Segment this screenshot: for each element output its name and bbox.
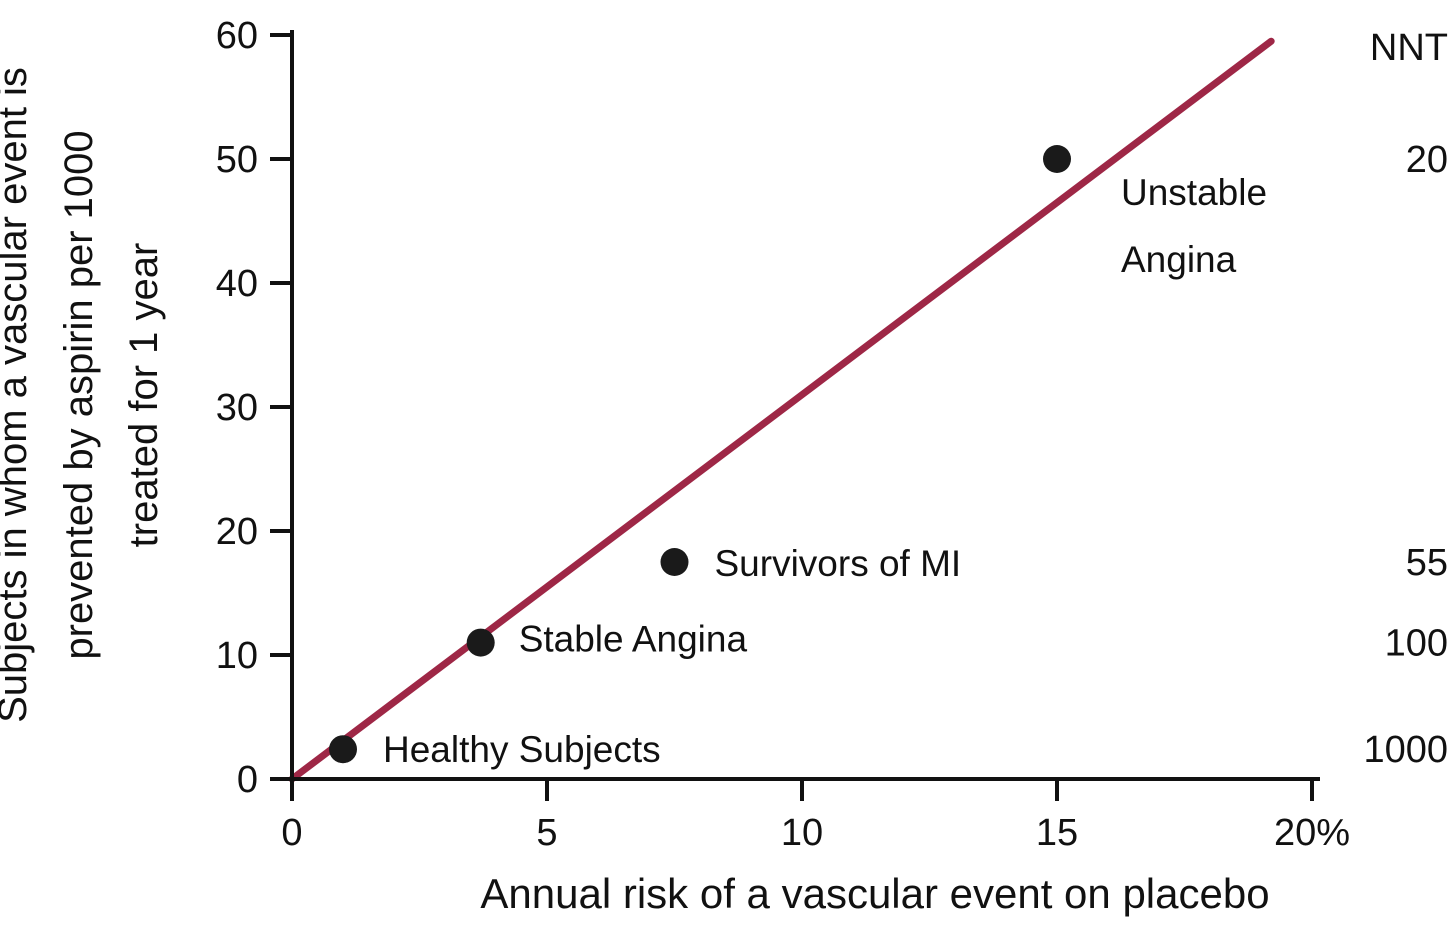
data-point	[329, 735, 357, 764]
nnt-value: 100	[1385, 623, 1448, 665]
nnt-value: 1000	[1363, 729, 1448, 771]
x-tick-label: 20%	[1274, 812, 1350, 854]
y-axis-title-line: prevented by aspirin per 1000	[57, 130, 101, 659]
y-tick-label: 60	[216, 15, 258, 57]
x-tick-label: 0	[281, 812, 302, 854]
nnt-column-header: NNT	[1370, 27, 1448, 69]
y-tick-label: 40	[216, 263, 258, 305]
x-axis-title: Annual risk of a vascular event on place…	[480, 870, 1269, 917]
trend-line	[288, 37, 1275, 783]
data-point-label: Healthy Subjects	[383, 729, 661, 770]
x-tick-label: 15	[1036, 812, 1078, 854]
data-point-label: Stable Angina	[519, 619, 748, 660]
y-tick-label: 20	[216, 511, 258, 553]
y-tick-label: 0	[237, 759, 258, 801]
data-point-label: Survivors of MI	[715, 543, 962, 584]
data-point	[1043, 145, 1071, 173]
y-tick-label: 10	[216, 635, 258, 677]
x-tick-label: 10	[781, 812, 823, 854]
x-tick-label: 5	[536, 812, 557, 854]
nnt-value: 20	[1406, 139, 1448, 181]
y-tick-label: 30	[216, 387, 258, 429]
data-point-label: Angina	[1121, 239, 1237, 280]
data-point-label: Unstable	[1121, 172, 1267, 213]
y-tick-label: 50	[216, 139, 258, 181]
data-point	[466, 628, 495, 657]
y-axis-title-line: Subjects in whom a vascular event is	[0, 67, 35, 723]
nnt-value: 55	[1406, 542, 1448, 584]
data-point	[660, 548, 689, 576]
y-axis-title-line: treated for 1 year	[122, 243, 166, 548]
